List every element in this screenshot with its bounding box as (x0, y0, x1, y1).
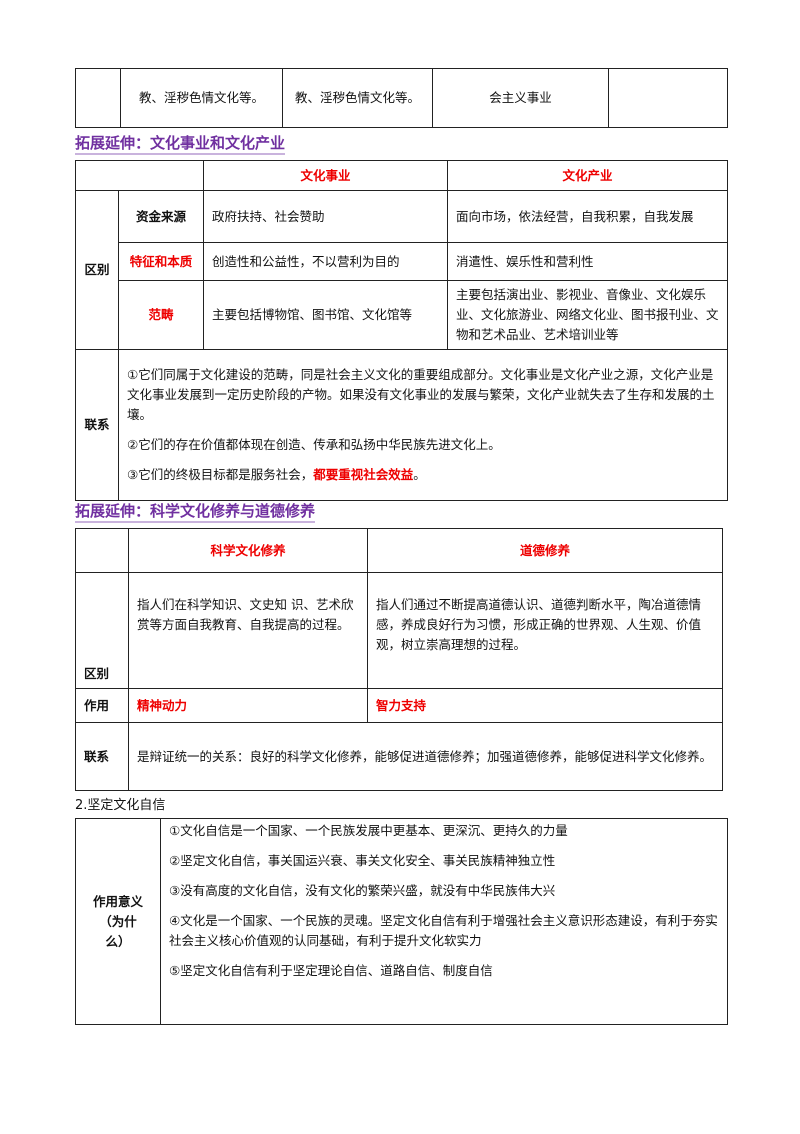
row-label: 作用 (75, 688, 129, 723)
cell: 会主义事业 (432, 68, 609, 128)
row-label: 区别 (75, 190, 119, 350)
subheading: 2.坚定文化自信 (75, 798, 166, 813)
header: 道德修养 (367, 528, 723, 573)
cell: 主要包括博物馆、图书馆、文化馆等 (203, 280, 448, 350)
cell: 消遣性、娱乐性和营利性 (447, 242, 728, 281)
row-label: 作用意义（为什么） (75, 818, 161, 1025)
row-label: 范畴 (118, 280, 204, 350)
cell: 是辩证统一的关系：良好的科学文化修养，能够促进道德修养；加强道德修养，能够促进科… (128, 722, 723, 791)
cell: ①文化自信是一个国家、一个民族发展中更基本、更深沉、更持久的力量 ②坚定文化自信… (160, 818, 728, 1025)
item: ④文化是一个国家、一个民族的灵魂。坚定文化自信有利于增强社会主义意识形态建设，有… (169, 913, 718, 948)
cell: 教、淫秽色情文化等。 (282, 68, 433, 128)
emphasis: 都要重视社会效益 (313, 467, 414, 482)
table-culture: 文化事业 文化产业 区别 资金来源 政府扶持、社会赞助 面向市场，依法经营，自我积累，自… (75, 160, 728, 501)
paragraph: ②它们的存在价值都体现在创造、传承和弘扬中华民族先进文化上。 (127, 437, 501, 452)
header: 文化事业 (203, 160, 448, 191)
item: ②坚定文化自信，事关国运兴衰、事关文化安全、事关民族精神独立性 (169, 853, 556, 868)
cell: 政府扶持、社会赞助 (203, 190, 448, 243)
row-label: 资金来源 (118, 190, 204, 243)
cell: 精神动力 (128, 688, 368, 723)
row-label: 联系 (75, 349, 119, 501)
text: ③它们的终极目标都是服务社会， (127, 467, 314, 482)
heading: 拓展延伸：文化事业和文化产业 (75, 132, 286, 155)
cell: 教、淫秽色情文化等。 (120, 68, 283, 128)
cell: 指人们在科学知识、文史知 识、艺术欣赏等方面自我教育、自我提高的过程。 (128, 572, 368, 689)
header: 文化产业 (447, 160, 728, 191)
cell: 创造性和公益性，不以营利为目的 (203, 242, 448, 281)
cell: ①它们同属于文化建设的范畴，同是社会主义文化的重要组成部分。文化事业是文化产业之… (118, 349, 728, 501)
cell: 主要包括演出业、影视业、音像业、文化娱乐业、文化旅游业、网络文化业、图书报刊业、… (447, 280, 728, 350)
cell: 智力支持 (367, 688, 723, 723)
item: ⑤坚定文化自信有利于坚定理论自信、道路自信、制度自信 (169, 963, 493, 978)
table-cultivation: 科学文化修养 道德修养 区别 指人们在科学知识、文史知 识、艺术欣赏等方面自我教育、… (75, 528, 723, 791)
paragraph: ①它们同属于文化建设的范畴，同是社会主义文化的重要组成部分。文化事业是文化产业之… (127, 367, 715, 422)
item: ①文化自信是一个国家、一个民族发展中更基本、更深沉、更持久的力量 (169, 823, 568, 838)
row-label: 联系 (75, 722, 129, 791)
row-label: 区别 (75, 572, 129, 689)
cell: 面向市场，依法经营，自我积累，自我发展 (447, 190, 728, 243)
item: ③没有高度的文化自信，没有文化的繁荣兴盛，就没有中华民族伟大兴 (169, 883, 556, 898)
heading: 拓展延伸：科学文化修养与道德修养 (75, 500, 316, 523)
table-confidence: 作用意义（为什么） ①文化自信是一个国家、一个民族发展中更基本、更深沉、更持久的… (75, 818, 728, 1025)
cell: 指人们通过不断提高道德认识、道德判断水平，陶冶道德情感，养成良好行为习惯，形成正… (367, 572, 723, 689)
text: 。 (413, 467, 426, 482)
paragraph: ③它们的终极目标都是服务社会，都要重视社会效益。 (127, 465, 719, 485)
row-label: 特征和本质 (118, 242, 204, 281)
top-table: 教、淫秽色情文化等。 教、淫秽色情文化等。 会主义事业 (75, 68, 728, 128)
header: 科学文化修养 (128, 528, 368, 573)
